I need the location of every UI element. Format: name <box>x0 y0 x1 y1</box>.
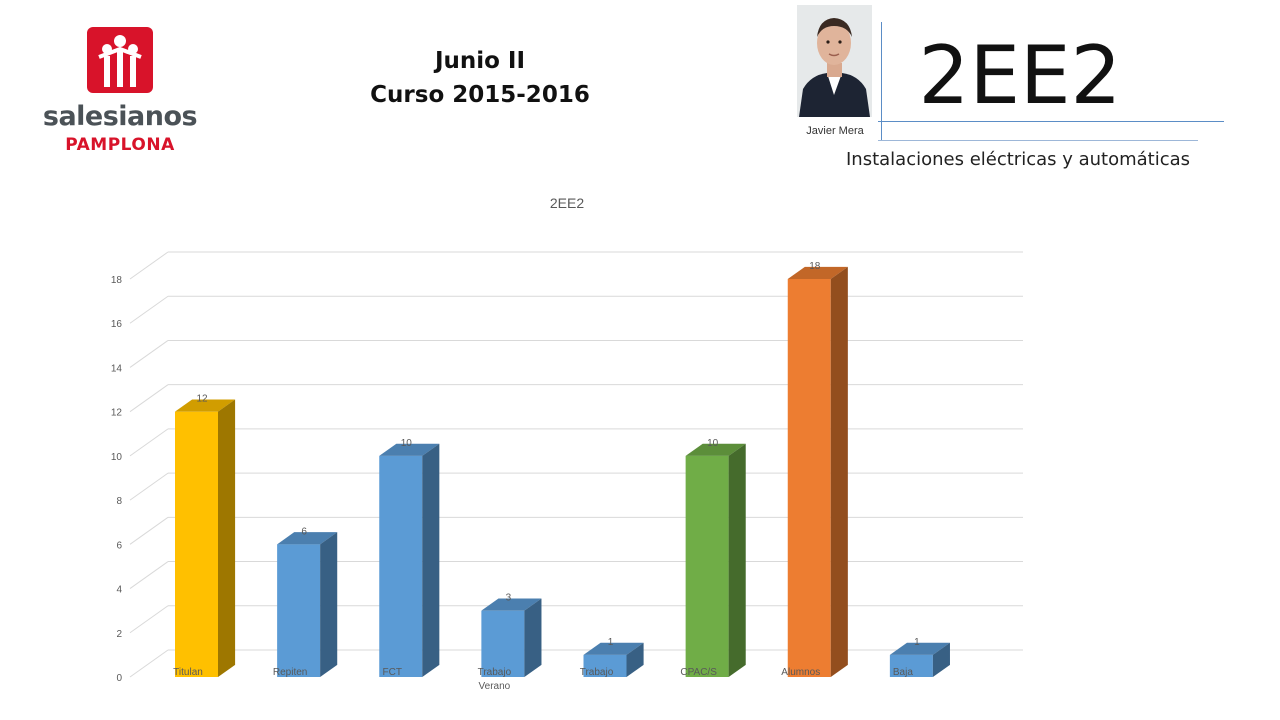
teacher-name: Javier Mera <box>806 125 864 137</box>
data-label: 1 <box>608 637 614 648</box>
data-label: 18 <box>809 261 821 272</box>
bar <box>481 610 525 677</box>
bar-top <box>583 642 644 655</box>
chart-grid <box>129 251 1023 678</box>
bar <box>889 654 933 677</box>
data-label: 10 <box>401 438 413 449</box>
data-label: 12 <box>196 394 208 405</box>
y-tick-label: 12 <box>111 408 123 419</box>
bar-side <box>830 266 848 677</box>
y-tick-label: 0 <box>116 673 122 684</box>
bar-chart: 2EE2 0 2 4 6 8 10 12 14 16 18 12 6 10 3 1 10 18 1 Titula… <box>111 195 1023 692</box>
gridline <box>129 384 169 413</box>
x-tick-label: Repiten <box>273 667 307 678</box>
divider <box>878 121 1224 122</box>
y-axis: 0 2 4 6 8 10 12 14 16 18 <box>111 275 123 684</box>
x-tick-label: Trabajo <box>478 667 512 678</box>
data-label: 3 <box>506 593 512 604</box>
person-photo-icon <box>797 5 872 117</box>
gridline <box>129 251 169 280</box>
bar-series <box>175 266 950 677</box>
bar-top <box>379 443 440 456</box>
bar-top <box>685 443 746 456</box>
bar-side <box>728 443 746 677</box>
bar <box>787 279 831 677</box>
y-tick-label: 18 <box>111 275 123 286</box>
y-tick-label: 2 <box>116 629 122 640</box>
data-label: 10 <box>707 438 719 449</box>
gridline <box>129 472 169 501</box>
x-tick-label: FCT <box>383 667 402 678</box>
logo-name: salesianos <box>42 101 198 132</box>
bar-top <box>277 532 338 545</box>
bar <box>583 654 627 677</box>
divider <box>881 22 882 140</box>
x-tick-label: Verano <box>479 681 511 692</box>
x-tick-label: Baja <box>893 667 913 678</box>
class-code: 2EE2 <box>918 29 1122 122</box>
bar-side <box>626 642 644 677</box>
data-label: 1 <box>914 637 920 648</box>
gridline <box>129 340 169 368</box>
bar-side <box>422 443 440 677</box>
bar-side <box>320 532 338 677</box>
bar-top <box>175 399 236 412</box>
divider <box>878 140 1198 141</box>
subject-title: Instalaciones eléctricas y automáticas <box>846 149 1191 170</box>
y-tick-label: 8 <box>116 496 122 507</box>
title-line-1: Junio II <box>434 48 526 74</box>
bar-top <box>481 598 542 611</box>
chart-title: 2EE2 <box>550 195 584 211</box>
bar <box>685 455 729 677</box>
y-tick-label: 10 <box>111 452 123 463</box>
bar <box>379 455 423 677</box>
gridline <box>129 295 169 324</box>
bar <box>175 411 218 677</box>
y-tick-label: 14 <box>111 363 123 374</box>
bar-top <box>787 266 848 279</box>
gridline <box>129 428 169 457</box>
y-tick-label: 16 <box>111 319 123 330</box>
salesianos-logo: salesianos PAMPLONA <box>38 27 202 159</box>
bar-side <box>524 598 542 677</box>
x-axis: Titulan Repiten FCT Trabajo Verano Trabajo CPA… <box>173 667 913 692</box>
data-labels: 12 6 10 3 1 10 18 1 <box>196 261 920 648</box>
y-tick-label: 6 <box>116 540 122 551</box>
x-tick-label: Titulan <box>173 667 203 678</box>
title-line-2: Curso 2015-2016 <box>370 82 590 108</box>
x-tick-label: Alumnos <box>781 667 820 678</box>
gridline <box>129 516 169 545</box>
bar-top <box>889 642 950 655</box>
bar-side <box>932 642 950 677</box>
bar-side <box>218 399 236 677</box>
page-title: Junio II Curso 2015-2016 <box>330 44 630 112</box>
x-tick-label: CPAC/S <box>680 667 717 678</box>
gridline <box>129 605 169 634</box>
teacher-photo <box>797 5 872 117</box>
logo-city: PAMPLONA <box>65 135 175 155</box>
x-tick-label: Trabajo <box>580 667 614 678</box>
data-label: 6 <box>301 526 307 537</box>
salesianos-logo-mark-icon <box>87 27 153 93</box>
gridline <box>129 561 169 589</box>
bar <box>277 544 321 677</box>
gridline <box>129 649 169 678</box>
y-tick-label: 4 <box>116 585 122 596</box>
